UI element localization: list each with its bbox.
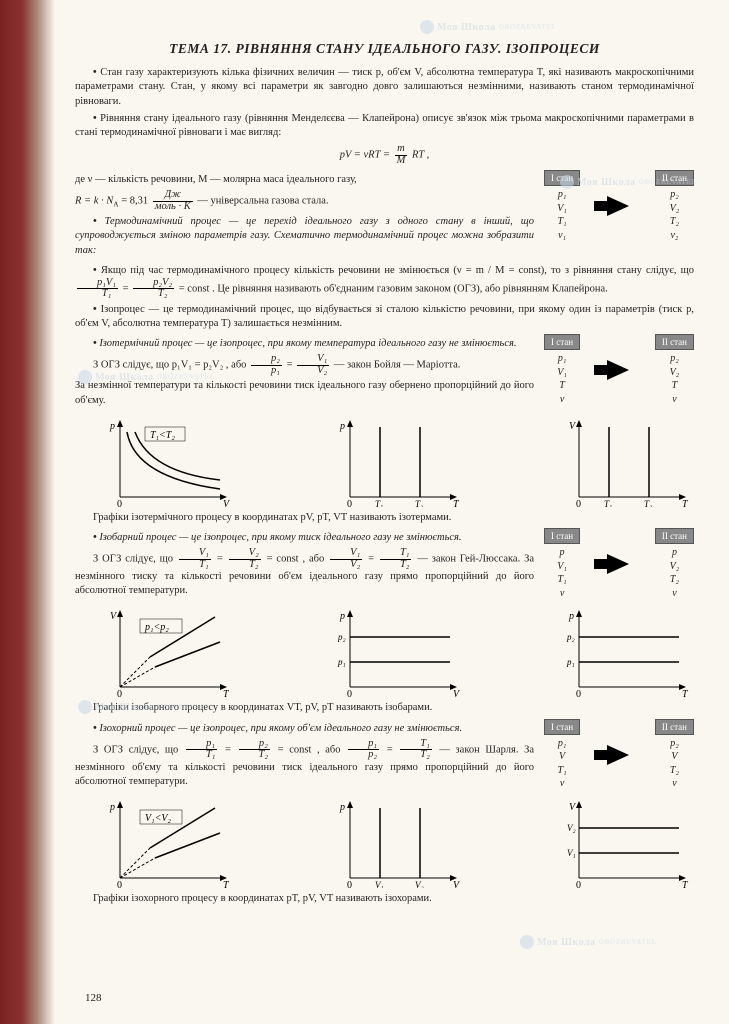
graph-pt-isobar: p₂ p₁ p T 0 (564, 607, 694, 697)
svg-text:p₂: p₂ (566, 632, 575, 642)
state-diagram: I стан p V₁ T₁ ν II стан p V₂ T₂ ν (544, 528, 694, 600)
svg-text:p₁: p₁ (566, 657, 575, 667)
formula-part: pV = νRT = (340, 149, 390, 160)
paragraph: Стан газу характеризують кілька фізичних… (75, 66, 694, 109)
paragraph: З ОГЗ слідує, що p₁V₁ = p₂V₂ , або p₂p₁ … (75, 354, 534, 376)
caption: Графіки ізотермічного процесу в координа… (75, 511, 694, 525)
svg-text:T₁: T₁ (604, 499, 612, 507)
page: ТЕМА 17. РІВНЯННЯ СТАНУ ІДЕАЛЬНОГО ГАЗУ.… (0, 0, 729, 1024)
svg-text:V: V (453, 689, 461, 697)
svg-text:T: T (223, 689, 230, 697)
paragraph: Ізопроцес — це термодинамічний процес, щ… (75, 303, 694, 331)
svg-text:0: 0 (347, 880, 352, 888)
paragraph: Якщо під час термодинамічного процесу кі… (75, 264, 694, 300)
graph-vt-isochor: V₂ V₁ V T 0 (564, 798, 694, 888)
arrow-icon (607, 745, 629, 765)
paragraph: Ізобарний процес — це ізопроцес, при яко… (75, 531, 534, 545)
svg-text:T₁: T₁ (375, 499, 383, 507)
svg-text:T: T (682, 880, 689, 888)
svg-text:T₂: T₂ (644, 499, 652, 507)
svg-text:V₁<V₂: V₁<V₂ (145, 813, 171, 824)
paragraph: З ОГЗ слідує, що p₁T₁ = p₂T₂ = const , а… (75, 739, 534, 789)
graph-pv-isochor: p V 0 V₁ V₂ (335, 798, 465, 888)
svg-text:V: V (110, 611, 118, 622)
paragraph: За незмінної температури та кількості ре… (75, 379, 534, 407)
graph-pt-isotherm: p T 0 T₁ T₂ (335, 417, 465, 507)
arrow-icon (607, 554, 629, 574)
paragraph: де ν — кількість речовини, M — молярна м… (75, 173, 534, 187)
graph-pv-isotherm: T₁<T₂ p V 0 (105, 417, 235, 507)
graph-row-isochor: V₁<V₂ p T 0 p V 0 V₁ V₂ (105, 798, 694, 888)
graph-pv-isobar: p₂ p₁ p V 0 (335, 607, 465, 697)
svg-text:V: V (453, 880, 461, 888)
svg-text:V₁: V₁ (375, 880, 384, 888)
page-number: 128 (85, 991, 102, 1006)
paragraph: Ізотермічний процес — це ізопроцес, при … (75, 337, 534, 351)
svg-text:V₂: V₂ (567, 823, 576, 833)
svg-text:p: p (339, 611, 345, 622)
graph-row-isotherm: T₁<T₂ p V 0 p T 0 T₁ T₂ (105, 417, 694, 507)
paragraph: Рівняння стану ідеального газу (рівняння… (75, 112, 694, 140)
svg-text:T: T (682, 499, 689, 507)
svg-text:0: 0 (117, 880, 122, 888)
graph-vt-isobar: p₁<p₂ V T 0 (105, 607, 235, 697)
svg-text:p: p (339, 802, 345, 813)
svg-text:p: p (568, 611, 574, 622)
svg-text:T₁<T₂: T₁<T₂ (150, 430, 175, 441)
svg-text:p₂: p₂ (337, 632, 346, 642)
paragraph: R = k · NA = 8,31 Джмоль · К — універсал… (75, 190, 534, 212)
svg-text:0: 0 (117, 499, 122, 507)
arrow-icon (607, 196, 629, 216)
formula-part: RT , (412, 149, 429, 160)
svg-text:0: 0 (117, 689, 122, 697)
svg-text:V₂: V₂ (415, 880, 424, 888)
caption: Графіки ізохорного процесу в координатах… (75, 892, 694, 906)
state-diagram: I стан p₁ V₁ T₁ ν₁ II стан p₂ V₂ T₂ ν₂ (544, 170, 694, 242)
paragraph: Ізохорний процес — це ізопроцес, при яко… (75, 722, 534, 736)
svg-text:0: 0 (347, 499, 352, 507)
paragraph: З ОГЗ слідує, що V₁T₁ = V₂T₂ = const , а… (75, 548, 534, 598)
svg-text:0: 0 (347, 689, 352, 697)
graph-row-isobar: p₁<p₂ V T 0 p₂ p₁ p V 0 (105, 607, 694, 697)
svg-text:p: p (339, 421, 345, 432)
svg-text:0: 0 (576, 499, 581, 507)
svg-text:p₁: p₁ (337, 657, 346, 667)
svg-text:V₁: V₁ (567, 848, 576, 858)
formula: pV = νRT = mM RT , (75, 144, 694, 166)
svg-text:0: 0 (576, 880, 581, 888)
svg-text:p₁<p₂: p₁<p₂ (144, 622, 169, 633)
svg-text:V: V (569, 802, 577, 813)
page-title: ТЕМА 17. РІВНЯННЯ СТАНУ ІДЕАЛЬНОГО ГАЗУ.… (75, 40, 694, 58)
arrow-icon (607, 360, 629, 380)
caption: Графіки ізобарного процесу в координатах… (75, 701, 694, 715)
svg-text:p: p (109, 421, 115, 432)
svg-text:0: 0 (576, 689, 581, 697)
graph-pt-isochor: V₁<V₂ p T 0 (105, 798, 235, 888)
graph-vt-isotherm: V T 0 T₁ T₂ (564, 417, 694, 507)
svg-text:T₂: T₂ (415, 499, 423, 507)
svg-text:T: T (453, 499, 460, 507)
book-spine (0, 0, 55, 1024)
svg-text:T: T (682, 689, 689, 697)
svg-text:V: V (569, 421, 577, 432)
svg-text:p: p (109, 802, 115, 813)
paragraph: Термодинамічний процес — це перехід ідеа… (75, 215, 534, 258)
state-diagram: I стан p₁ V T₁ ν II стан p₂ V T₂ ν (544, 719, 694, 791)
state-diagram: I стан p₁ V₁ T ν II стан p₂ V₂ T ν (544, 334, 694, 406)
svg-text:V: V (223, 499, 231, 507)
svg-text:T: T (223, 880, 230, 888)
